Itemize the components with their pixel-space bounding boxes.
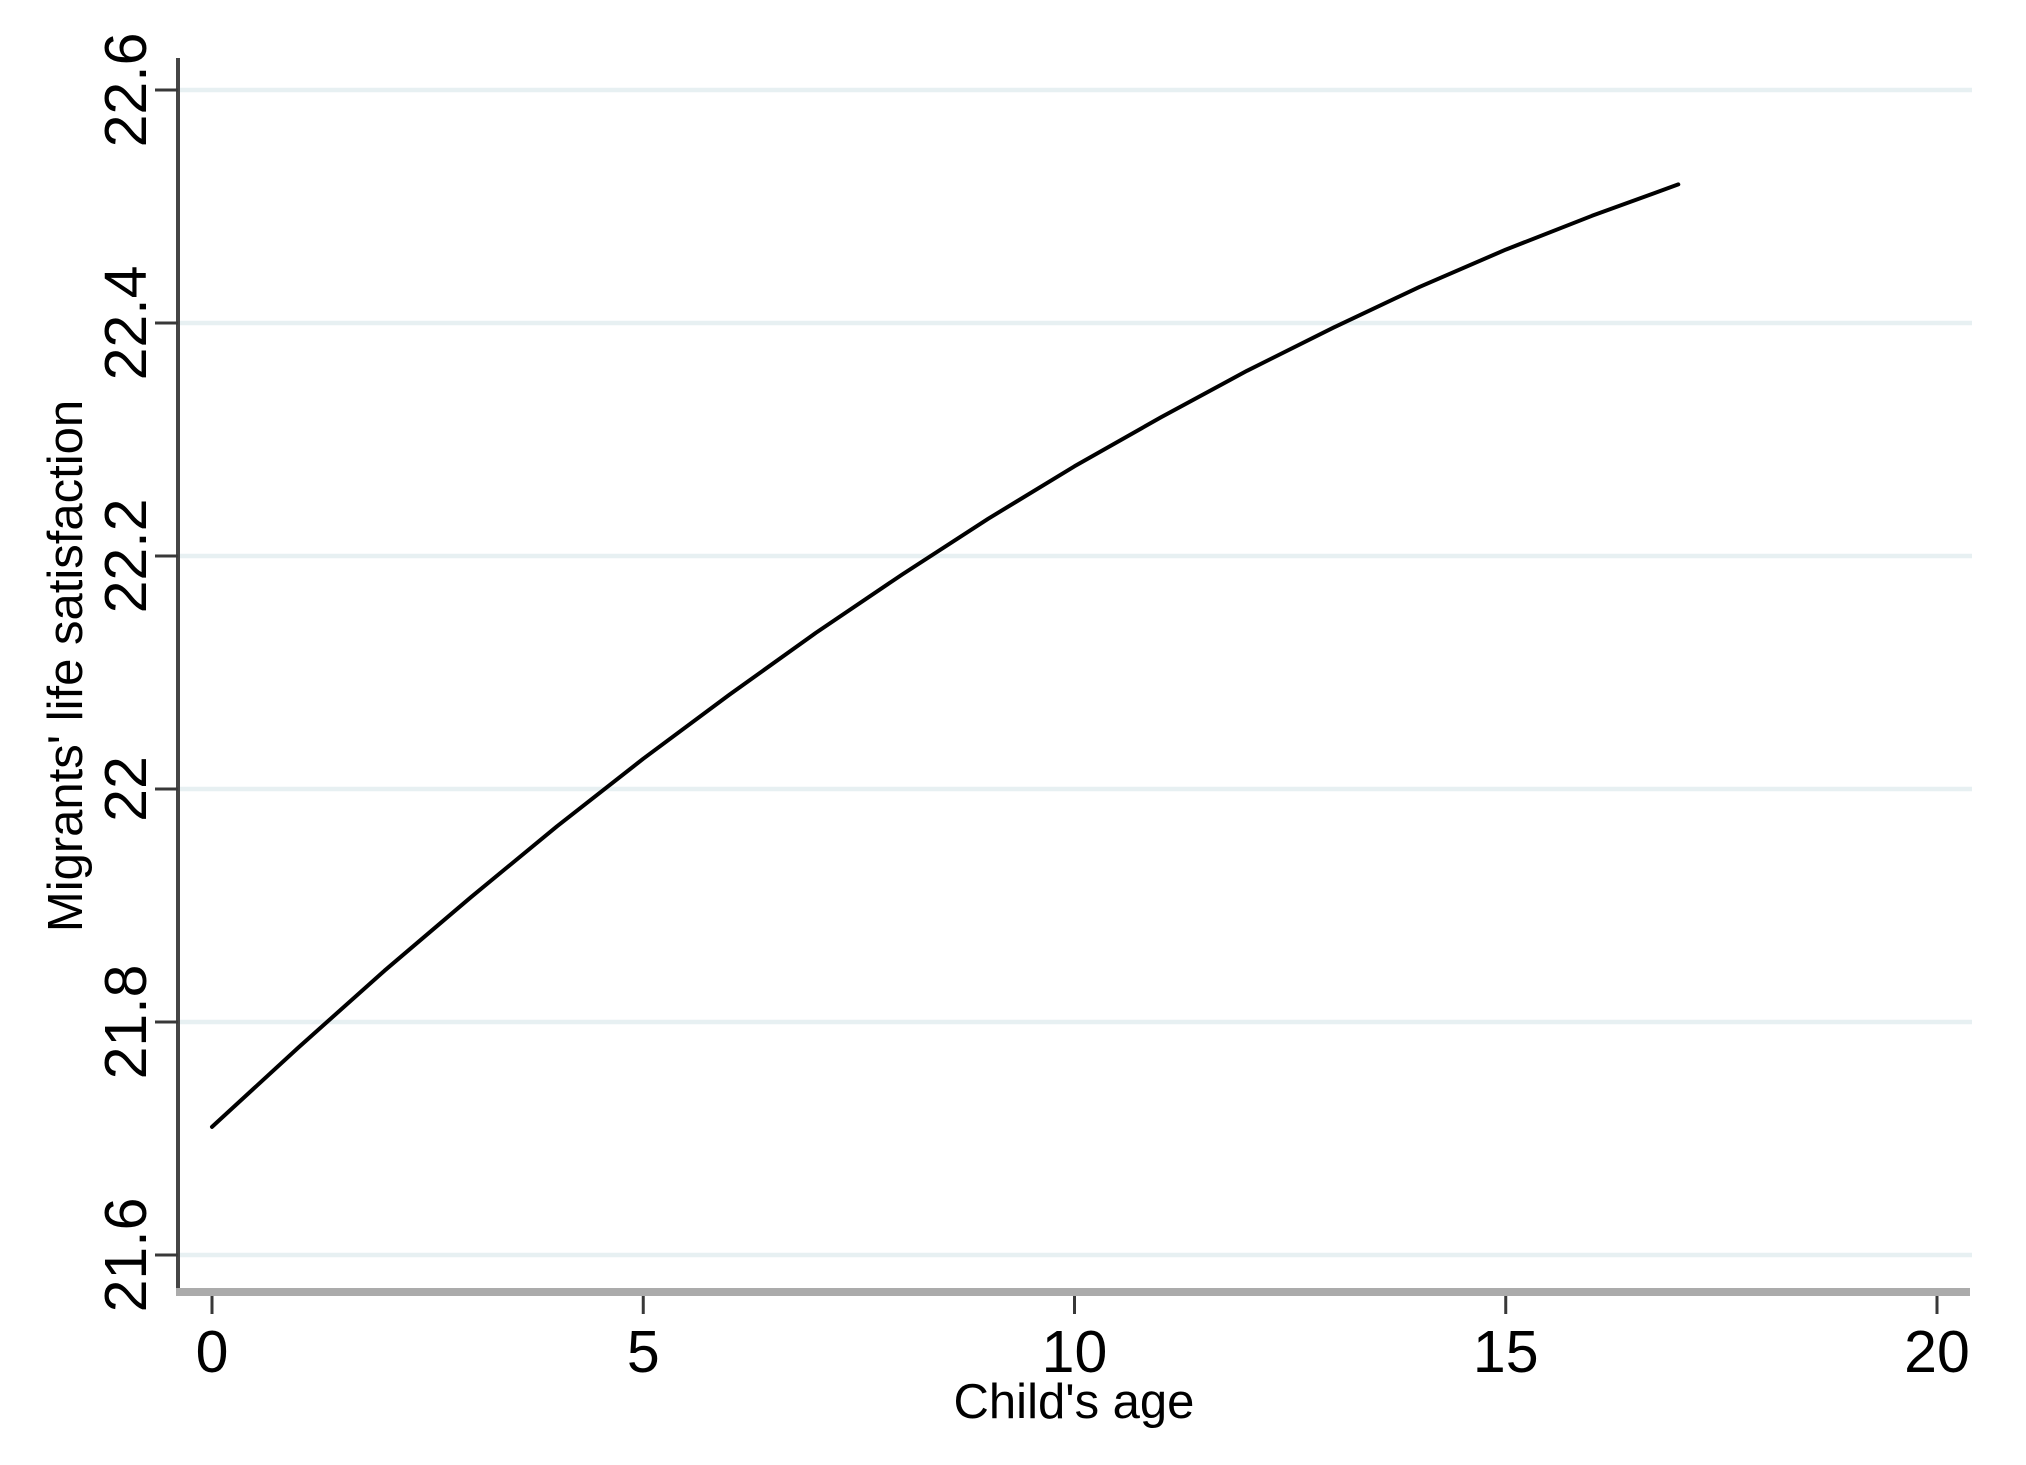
x-tick-label: 0 (196, 1319, 229, 1385)
y-tick-label: 21.6 (93, 1198, 159, 1313)
tick-labels: 21.6 21.8 22 22.2 22.4 22.6 0 5 10 15 20 (93, 33, 1970, 1385)
y-axis-title: Migrants' life satisfaction (39, 400, 93, 932)
x-tick-label: 5 (627, 1319, 660, 1385)
x-tick-label: 15 (1473, 1319, 1539, 1385)
y-tick-label: 22 (93, 756, 159, 822)
y-tick-label: 22.2 (93, 499, 159, 614)
life-satisfaction-curve (210, 182, 1681, 1129)
x-tick-label: 20 (1904, 1319, 1970, 1385)
y-tick-label: 22.6 (93, 33, 159, 148)
axes (176, 58, 1970, 1296)
y-tick-label: 22.4 (93, 266, 159, 381)
y-tick-label: 21.8 (93, 965, 159, 1080)
x-tick-label: 10 (1042, 1319, 1108, 1385)
x-axis-title: Child's age (954, 1375, 1195, 1429)
axis-ticks (155, 88, 1939, 1314)
gridlines (178, 87, 1972, 1258)
